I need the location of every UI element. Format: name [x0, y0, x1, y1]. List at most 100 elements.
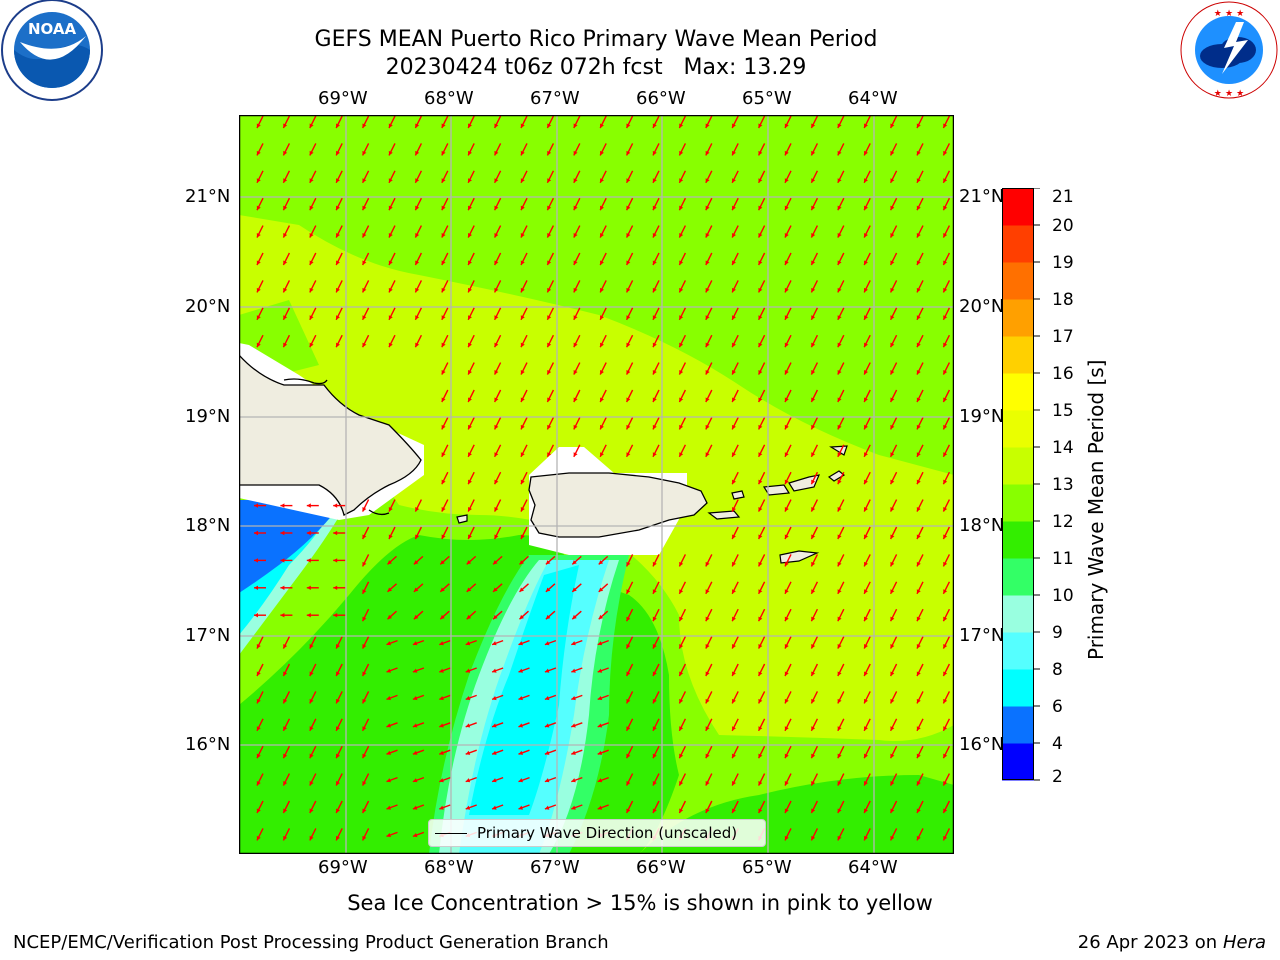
footer-branch: NCEP/EMC/Verification Post Processing Pr… — [13, 932, 609, 953]
wave-period-map — [238, 114, 955, 858]
wave-arrow-head — [362, 150, 367, 156]
lon-label: 65°W — [742, 88, 792, 109]
tortola-island — [788, 474, 820, 492]
wave-arrow-head — [441, 534, 446, 539]
wave-arrow-head — [679, 589, 684, 594]
wave-arrow-head — [916, 287, 921, 293]
wave-arrow-head — [864, 178, 868, 183]
wave-arrow-head — [280, 585, 285, 590]
colorbar-tick-label: 4 — [1052, 734, 1063, 754]
wave-arrow-head — [387, 614, 392, 620]
wave-arrow-head — [679, 753, 684, 759]
wave-arrow-head — [362, 835, 367, 841]
wave-arrow-head — [597, 778, 603, 783]
wave-arrow-head — [732, 260, 736, 265]
wave-arrow-head — [362, 260, 367, 265]
wave-arrow-head — [362, 616, 367, 622]
wave-arrow-head — [916, 507, 921, 512]
wave-arrow-head — [520, 233, 525, 238]
wave-arrow-head — [784, 753, 789, 759]
wave-arrow-head — [441, 507, 446, 512]
wave-arrow-head — [256, 835, 261, 841]
wave-arrow-head — [652, 342, 657, 348]
wave-arrow-head — [306, 558, 311, 563]
wave-arrow-head — [387, 560, 392, 565]
wave-arrow-head — [626, 424, 631, 430]
wave-arrow-head — [441, 205, 446, 211]
wave-arrow-head — [413, 587, 419, 592]
lat-label: 16°N — [959, 734, 1005, 755]
wave-arrow-head — [336, 808, 340, 813]
legend-label: Primary Wave Direction (unscaled) — [477, 824, 738, 842]
wave-arrow-head — [388, 507, 393, 512]
wave-arrow-head — [439, 778, 444, 783]
wave-arrow-head — [309, 205, 314, 211]
wave-arrow-head — [256, 315, 261, 320]
wave-arrow-head — [571, 641, 576, 646]
wave-arrow-head — [626, 616, 631, 622]
wave-arrow-head — [811, 342, 816, 348]
wave-arrow-head — [441, 260, 446, 265]
wave-arrow-head — [705, 644, 710, 649]
wave-arrow-head — [283, 123, 288, 128]
wave-arrow-head — [494, 315, 499, 320]
wave-arrow-head — [309, 150, 314, 156]
wave-arrow-head — [573, 315, 578, 320]
wave-arrow-head — [280, 558, 285, 563]
wave-arrow-head — [494, 233, 499, 238]
wave-arrow-head — [518, 778, 524, 783]
wave-arrow-head — [652, 753, 657, 759]
wave-arrow-head — [758, 178, 763, 183]
lat-label: 18°N — [959, 515, 1005, 536]
wave-arrow-head — [916, 205, 921, 211]
wave-arrow-head — [732, 205, 736, 211]
wave-arrow-head — [362, 561, 367, 567]
wave-arrow-head — [283, 644, 288, 649]
colorbar: 2 4 6 8 9 10 11 12 13 14 15 16 17 18 19 20 21 — [1002, 187, 1082, 788]
wave-arrow-head — [439, 668, 444, 673]
lon-label: 66°W — [636, 88, 686, 109]
wave-arrow-head — [309, 781, 314, 786]
wave-arrow-head — [784, 671, 789, 676]
wave-arrow-head — [441, 370, 446, 375]
wave-arrow-head — [600, 233, 604, 238]
vieques-island — [707, 510, 741, 520]
wave-arrow-head — [890, 233, 895, 238]
wave-arrow-head — [784, 233, 789, 238]
wave-arrow-head — [336, 233, 340, 238]
wave-arrow-head — [732, 616, 736, 622]
wave-arrow-head — [415, 178, 420, 183]
wave-arrow-head — [784, 808, 789, 813]
wave-arrow-head — [705, 315, 710, 320]
wave-arrow-head — [256, 205, 261, 211]
wave-arrow-head — [916, 616, 921, 622]
wave-arrow-head — [626, 205, 631, 211]
wave-arrow-head — [784, 644, 789, 649]
wave-arrow-head — [362, 123, 367, 128]
wave-arrow-head — [465, 641, 471, 646]
wave-arrow-head — [626, 150, 631, 156]
wave-arrow-head — [412, 723, 418, 728]
wave-arrow-head — [336, 123, 340, 128]
wave-arrow-head — [784, 589, 789, 594]
wave-arrow-head — [652, 452, 657, 457]
wave-arrow-head — [837, 644, 842, 649]
wave-arrow-head — [336, 205, 340, 211]
wave-arrow-head — [333, 585, 338, 590]
wave-arrow-head — [388, 342, 393, 348]
colorbar-tick-label: 18 — [1052, 290, 1074, 310]
wave-arrow-head — [890, 835, 895, 841]
colorbar-tick-label: 2 — [1052, 767, 1063, 784]
wave-arrow-head — [573, 452, 578, 457]
wave-arrow-head — [415, 507, 420, 512]
wave-arrow-head — [943, 671, 948, 676]
wave-arrow-head — [626, 561, 631, 567]
wave-arrow-head — [652, 671, 657, 676]
wave-arrow-head — [468, 397, 472, 402]
wave-arrow-head — [386, 668, 392, 673]
wave-arrow-head — [465, 750, 471, 755]
period-band-west-4-6 — [239, 500, 344, 593]
wave-arrow-head — [758, 260, 763, 265]
lat-label: 17°N — [959, 625, 1005, 646]
wave-arrow-head — [943, 507, 948, 512]
